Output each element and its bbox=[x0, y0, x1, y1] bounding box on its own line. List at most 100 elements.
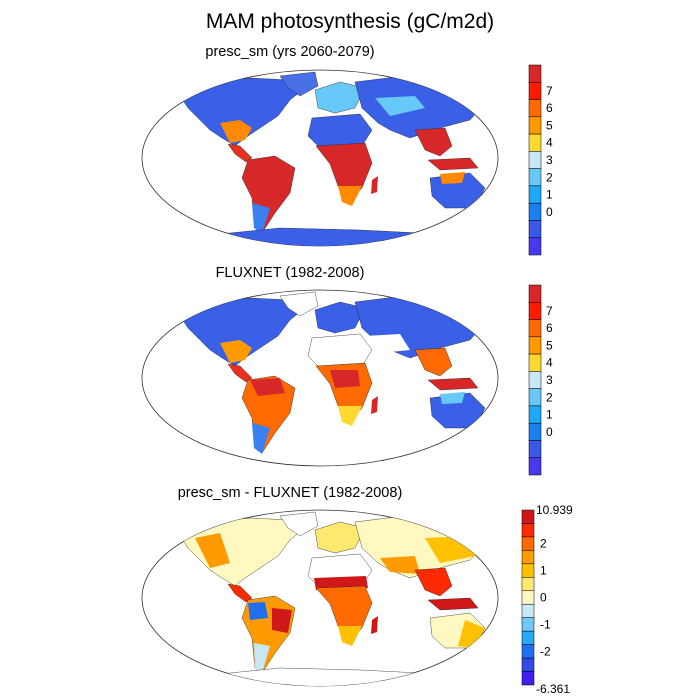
colorbar-box bbox=[521, 644, 535, 659]
colorbar-label: -1 bbox=[540, 617, 551, 631]
colorbar-box bbox=[521, 563, 535, 578]
colorbar-label: -2 bbox=[540, 644, 551, 658]
colorbar-label: 7 bbox=[546, 84, 553, 98]
colorbar-label: 0 bbox=[546, 425, 553, 439]
colorbar-box bbox=[528, 202, 542, 221]
panel-title-diff: presc_sm - FLUXNET (1982-2008) bbox=[177, 485, 403, 501]
colorbar-box bbox=[528, 405, 542, 424]
colorbar-box bbox=[521, 550, 535, 565]
indonesia bbox=[427, 157, 479, 171]
colorbar-label: 5 bbox=[546, 338, 553, 352]
madagascar bbox=[371, 396, 378, 414]
colorbar-label: 1 bbox=[540, 564, 547, 578]
colorbar-max-label: 10.939 bbox=[536, 503, 573, 517]
colorbar-label: 1 bbox=[546, 188, 553, 202]
colorbar-box bbox=[528, 336, 542, 355]
colorbar-box bbox=[521, 657, 535, 672]
colorbar-box bbox=[521, 671, 535, 686]
sa-south bbox=[254, 643, 270, 673]
southeast-asia bbox=[414, 567, 453, 597]
colorbar-label: 0 bbox=[546, 205, 553, 219]
madagascar bbox=[371, 616, 378, 634]
amazon bbox=[250, 378, 285, 396]
colorbar-box bbox=[528, 168, 542, 187]
colorbar-label: 0 bbox=[540, 591, 547, 605]
indonesia bbox=[427, 597, 479, 611]
africa-north bbox=[307, 333, 373, 369]
colorbar-box bbox=[521, 617, 535, 632]
colorbar-label: 3 bbox=[546, 153, 553, 167]
colorbar-box bbox=[521, 536, 535, 551]
southeast-asia bbox=[414, 347, 453, 377]
panel-title-fluxnet: FLUXNET (1982-2008) bbox=[215, 265, 365, 281]
colorbar-presc: 7 6 5 4 3 2 1 0 bbox=[528, 64, 553, 256]
colorbar-box bbox=[528, 220, 542, 238]
colorbar-label: 2 bbox=[546, 390, 553, 404]
map-diff bbox=[141, 509, 499, 687]
colorbar-label: 2 bbox=[546, 170, 553, 184]
colorbar-label: 3 bbox=[546, 373, 553, 387]
colorbar-label: 6 bbox=[546, 321, 553, 335]
colorbar-box bbox=[528, 319, 542, 338]
colorbar-label: 7 bbox=[546, 304, 553, 318]
colorbar-box bbox=[521, 523, 535, 538]
us-southeast bbox=[220, 120, 252, 143]
colorbar-box bbox=[521, 603, 535, 618]
panel-title-presc: presc_sm (yrs 2060-2079) bbox=[205, 44, 375, 60]
colorbar-box bbox=[528, 284, 542, 303]
na-west bbox=[195, 533, 230, 568]
africa-south bbox=[338, 626, 362, 646]
colorbar-box bbox=[528, 185, 542, 204]
colorbar-box bbox=[528, 440, 542, 458]
madagascar bbox=[371, 176, 378, 194]
sa-east bbox=[272, 608, 292, 633]
colorbar-box bbox=[521, 590, 535, 605]
colorbar-label: 1 bbox=[546, 408, 553, 422]
colorbar-box bbox=[521, 509, 535, 524]
africa-congo bbox=[330, 370, 360, 388]
colorbar-label: 4 bbox=[546, 136, 553, 150]
colorbar-box bbox=[528, 457, 542, 476]
colorbar-box bbox=[528, 151, 542, 169]
southeast-asia bbox=[414, 127, 453, 157]
europe bbox=[314, 81, 366, 114]
colorbar-box bbox=[528, 388, 542, 407]
asia-central bbox=[375, 96, 425, 116]
colorbar-label: 6 bbox=[546, 101, 553, 115]
map-fluxnet bbox=[141, 289, 499, 467]
figure-title: MAM photosynthesis (gC/m2d) bbox=[205, 10, 495, 33]
colorbar-min-label: -6.361 bbox=[536, 682, 570, 696]
colorbar-box bbox=[528, 422, 542, 441]
colorbar-box bbox=[528, 371, 542, 389]
map-presc bbox=[141, 69, 499, 247]
colorbar-box bbox=[528, 82, 542, 100]
colorbar-box bbox=[528, 64, 542, 83]
colorbar-label: 4 bbox=[546, 356, 553, 370]
greenland bbox=[279, 71, 319, 97]
sa-amazon-west bbox=[248, 602, 268, 620]
north-america bbox=[179, 297, 306, 367]
colorbar-diff: 10.939 -6.361 2 1 0 -1 -2 bbox=[521, 503, 573, 696]
colorbar-box bbox=[521, 630, 535, 645]
colorbar-fluxnet: 7 6 5 4 3 2 1 0 bbox=[528, 284, 553, 476]
europe bbox=[314, 521, 366, 554]
colorbar-box bbox=[528, 237, 542, 256]
africa-south bbox=[338, 406, 362, 426]
colorbar-box bbox=[528, 99, 542, 118]
colorbar-box bbox=[528, 116, 542, 135]
australia-north bbox=[440, 172, 465, 184]
asia-desert bbox=[365, 334, 410, 353]
colorbar-label: 5 bbox=[546, 118, 553, 132]
south-america-south bbox=[252, 423, 270, 454]
colorbar-box bbox=[528, 133, 542, 152]
australia-north bbox=[440, 392, 465, 404]
africa-north bbox=[307, 113, 373, 149]
indonesia bbox=[427, 377, 479, 391]
colorbar-box bbox=[528, 353, 542, 372]
greenland bbox=[279, 511, 319, 537]
greenland bbox=[279, 291, 319, 317]
colorbar-box bbox=[521, 577, 535, 592]
south-america-south bbox=[252, 203, 270, 234]
europe bbox=[314, 301, 366, 334]
north-america bbox=[179, 77, 306, 147]
